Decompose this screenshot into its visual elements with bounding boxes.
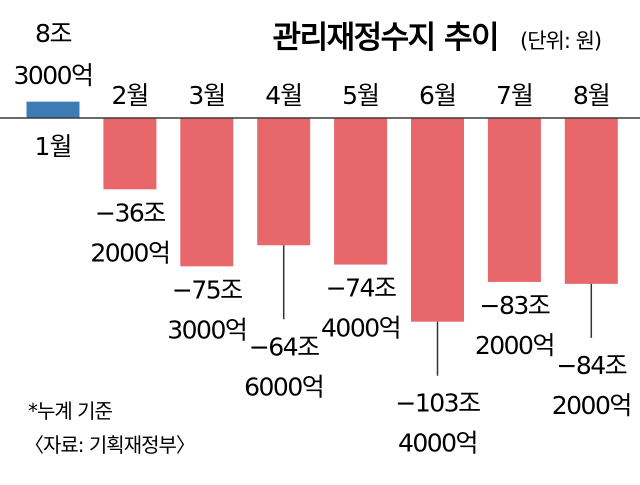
value-label-line2: 4000억 xyxy=(321,314,400,343)
value-label-line2: 2000억 xyxy=(90,238,169,267)
value-label-line2: 3000억 xyxy=(13,61,92,90)
month-label: 3월 xyxy=(188,81,225,110)
month-label: 6월 xyxy=(419,81,456,110)
value-label-line1: −84조 xyxy=(556,351,626,380)
value-label-line1: 8조 xyxy=(35,19,71,48)
bar-7 xyxy=(487,118,541,282)
value-label-line2: 2000억 xyxy=(552,391,631,420)
value-label-line1: −103조 xyxy=(395,389,480,418)
value-label-line2: 6000억 xyxy=(244,372,323,401)
unit-label: (단위: 원) xyxy=(520,29,601,53)
month-label: 4월 xyxy=(265,81,302,110)
bar-2 xyxy=(103,118,157,190)
month-label: 8월 xyxy=(573,81,610,110)
bar-3 xyxy=(180,118,234,267)
value-label-line2: 2000억 xyxy=(475,331,554,360)
bar-4 xyxy=(257,118,311,246)
value-label-line2: 4000억 xyxy=(398,429,477,458)
note-cumulative: *누계 기준 xyxy=(28,399,113,423)
bar-6 xyxy=(411,118,464,322)
bar-5 xyxy=(334,118,388,265)
month-label: 2월 xyxy=(111,81,148,110)
month-label: 1월 xyxy=(35,132,72,161)
bar-8 xyxy=(564,118,618,284)
value-label-line1: −83조 xyxy=(480,291,550,320)
value-label-line1: −64조 xyxy=(249,332,319,361)
bars-group xyxy=(26,101,618,322)
month-label: 7월 xyxy=(496,81,533,110)
value-label-line1: −74조 xyxy=(326,274,396,303)
value-label-line1: −75조 xyxy=(172,275,242,304)
labels-group: 8조 3000억 1월 2월 −36조 2000억 3월 −75조 3000억 4월 −64조 600… xyxy=(13,19,632,458)
chart-title: 관리재정수지 추이 xyxy=(273,20,498,56)
note-source: 〈자료: 기획재정부〉 xyxy=(24,433,195,457)
value-label-line2: 3000억 xyxy=(167,315,246,344)
bar-1 xyxy=(26,101,80,118)
month-label: 5월 xyxy=(342,81,379,110)
value-label-line1: −36조 xyxy=(95,198,165,227)
